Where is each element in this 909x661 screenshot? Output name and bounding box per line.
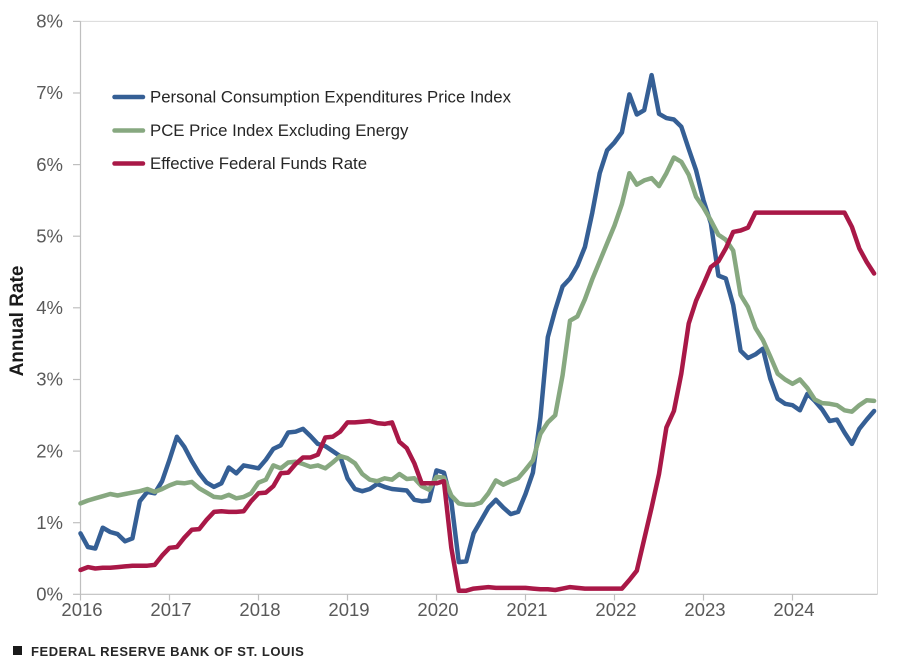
svg-text:5%: 5% [36,225,63,246]
svg-text:2021: 2021 [506,599,547,620]
svg-text:7%: 7% [36,82,63,103]
svg-text:1%: 1% [36,512,63,533]
svg-text:6%: 6% [36,154,63,175]
svg-text:Annual Rate: Annual Rate [7,266,28,377]
svg-text:2022: 2022 [595,599,636,620]
svg-text:2023: 2023 [684,599,725,620]
svg-text:3%: 3% [36,369,63,390]
svg-text:Personal Consumption Expenditu: Personal Consumption Expenditures Price … [150,88,512,107]
svg-text:2020: 2020 [417,599,458,620]
svg-text:4%: 4% [36,297,63,318]
svg-text:2024: 2024 [773,599,814,620]
svg-text:2017: 2017 [150,599,191,620]
svg-text:FEDERAL RESERVE BANK OF ST. LO: FEDERAL RESERVE BANK OF ST. LOUIS [31,644,304,659]
svg-text:Effective Federal Funds Rate: Effective Federal Funds Rate [150,154,367,173]
svg-text:PCE Price Index Excluding Ener: PCE Price Index Excluding Energy [150,121,409,140]
svg-text:2019: 2019 [328,599,369,620]
svg-text:2018: 2018 [239,599,280,620]
svg-text:8%: 8% [36,11,63,32]
svg-text:0%: 0% [36,584,63,605]
svg-text:2%: 2% [36,440,63,461]
svg-text:2016: 2016 [61,599,102,620]
